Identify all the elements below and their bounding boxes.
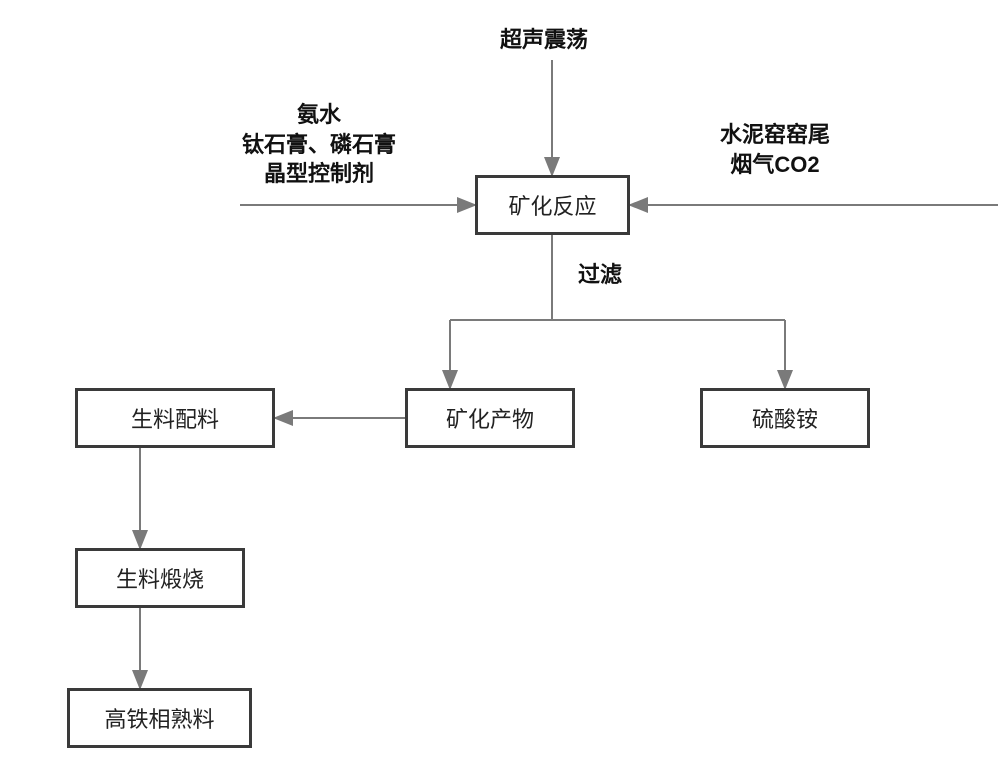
node-mineralization: 矿化反应	[475, 175, 630, 235]
node-label: 生料配料	[131, 402, 219, 434]
node-ammonium: 硫酸铵	[700, 388, 870, 448]
node-clinker: 高铁相熟料	[67, 688, 252, 748]
node-label: 生料煅烧	[116, 562, 204, 594]
node-label: 矿化产物	[446, 402, 534, 434]
node-product: 矿化产物	[405, 388, 575, 448]
node-batching: 生料配料	[75, 388, 275, 448]
node-label: 矿化反应	[508, 189, 596, 221]
node-calcination: 生料煅烧	[75, 548, 245, 608]
label-right-input: 水泥窑窑尾 烟气CO2	[720, 120, 830, 179]
node-label: 硫酸铵	[752, 402, 818, 434]
label-filter: 过滤	[578, 260, 622, 290]
node-label: 高铁相熟料	[104, 702, 214, 734]
label-left-input: 氨水 钛石膏、磷石膏 晶型控制剂	[242, 100, 396, 189]
label-ultrasonic: 超声震荡	[500, 25, 588, 55]
